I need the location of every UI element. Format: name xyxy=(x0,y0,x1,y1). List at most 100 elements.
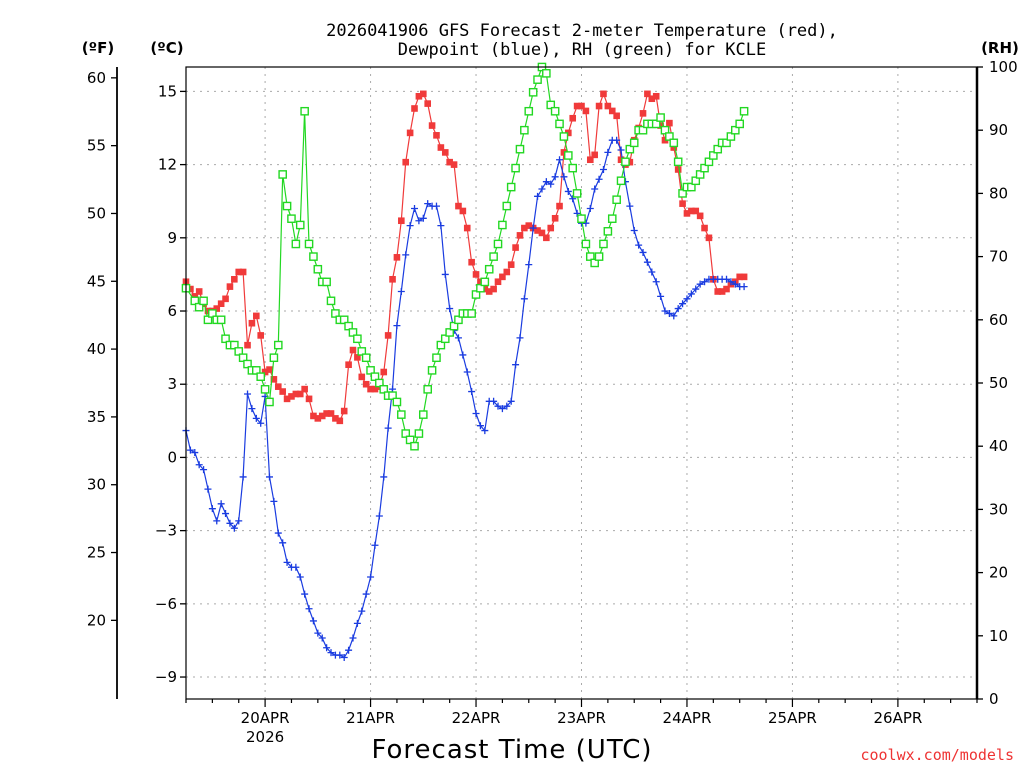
dewpoint-point xyxy=(723,275,731,283)
rh-point xyxy=(511,163,520,173)
temperature-point xyxy=(292,390,300,398)
rh-point xyxy=(528,87,538,97)
temperature-point xyxy=(406,129,414,137)
rh-point xyxy=(502,201,512,211)
temperature-point xyxy=(499,273,506,281)
temperature-point xyxy=(586,156,594,164)
temperature-point xyxy=(345,361,352,368)
temperature-point xyxy=(231,275,238,283)
dewpoint-point xyxy=(230,524,238,532)
c-tick-label: 6 xyxy=(167,302,177,320)
temperature-point xyxy=(323,410,330,417)
rh-point xyxy=(484,264,494,274)
rh-unit-label: (RH) xyxy=(981,39,1019,57)
temperature-point xyxy=(362,380,370,388)
dewpoint-point xyxy=(692,285,700,293)
rh-tick-label: 90 xyxy=(989,121,1008,139)
temperature-point xyxy=(191,293,199,300)
temperature-point xyxy=(274,383,282,390)
dewpoint-point xyxy=(525,261,533,269)
temperature-point xyxy=(547,224,555,232)
rh-point xyxy=(520,125,529,135)
rh-point xyxy=(427,366,437,375)
rh-point xyxy=(704,157,714,167)
temperature-point xyxy=(661,136,669,144)
rh-point xyxy=(375,378,384,388)
temperature-point xyxy=(521,224,528,232)
rh-point xyxy=(203,315,213,325)
rh-tick-label: 70 xyxy=(989,248,1008,266)
temperature-point xyxy=(411,105,418,112)
temperature-point xyxy=(657,122,664,129)
rh-point xyxy=(603,227,613,236)
rh-point xyxy=(353,334,362,344)
rh-point xyxy=(612,195,621,205)
dewpoint-point xyxy=(208,505,216,513)
rh-point xyxy=(616,176,626,186)
series-rh xyxy=(181,62,749,451)
rh-point xyxy=(322,277,331,287)
dewpoint-point xyxy=(696,280,704,288)
rh-point xyxy=(348,328,358,337)
x-tick-label: 20APR xyxy=(241,709,290,727)
rh-point xyxy=(599,239,608,249)
rh-point xyxy=(669,138,679,148)
dewpoint-point xyxy=(437,222,445,230)
dewpoint-point xyxy=(635,241,643,249)
temperature-point xyxy=(380,368,388,376)
temperature-point xyxy=(472,271,480,278)
temperature-point xyxy=(613,112,620,120)
f-tick-label: 40 xyxy=(87,340,106,358)
dewpoint-point xyxy=(446,305,454,313)
rh-point xyxy=(467,309,476,318)
dewpoint-point xyxy=(573,209,581,217)
rh-point xyxy=(252,366,261,375)
dewpoint-point xyxy=(296,573,304,581)
dewpoint-point xyxy=(727,278,735,286)
temperature-point xyxy=(226,283,234,290)
dewpoint-point xyxy=(336,651,344,659)
rh-point xyxy=(651,119,661,129)
rh-point xyxy=(423,385,432,394)
dewpoint-point xyxy=(674,305,682,313)
f-tick-label: 50 xyxy=(87,204,106,222)
rh-point xyxy=(568,163,578,173)
dewpoint-point xyxy=(595,175,603,183)
rh-tick-label: 100 xyxy=(989,58,1018,76)
temperature-point xyxy=(253,312,260,320)
rh-point xyxy=(370,372,380,381)
rh-point xyxy=(542,69,551,78)
rh-point xyxy=(739,106,749,116)
credit-text: coolwx.com/models xyxy=(860,746,1014,764)
temperature-point xyxy=(459,207,467,215)
dewpoint-point xyxy=(731,280,739,288)
c-tick-label: 9 xyxy=(167,229,177,247)
dewpoint-point xyxy=(309,617,317,625)
rh-point xyxy=(476,283,485,293)
dewpoint-point xyxy=(415,217,423,225)
dewpoint-point xyxy=(599,165,607,173)
temperature-point xyxy=(314,415,322,422)
dewpoint-point xyxy=(560,173,568,181)
rh-point xyxy=(621,157,630,167)
temperature-point xyxy=(534,227,541,234)
temperature-point xyxy=(195,288,203,295)
c-tick-label: 3 xyxy=(167,375,177,393)
temperature-point xyxy=(257,332,265,339)
temperature-point xyxy=(516,232,524,239)
dewpoint-point xyxy=(687,290,695,298)
dewpoint-point xyxy=(481,427,489,435)
temperature-point xyxy=(384,332,392,339)
temperature-point xyxy=(296,390,304,398)
temperature-point xyxy=(626,158,634,166)
rh-point xyxy=(256,372,266,381)
dewpoint-point xyxy=(701,278,709,286)
rh-point xyxy=(572,189,582,198)
c-tick-label: 0 xyxy=(167,448,177,466)
rh-point xyxy=(533,75,542,84)
dewpoint-point xyxy=(657,292,665,300)
x-tick-label: 23APR xyxy=(557,709,606,727)
rh-point xyxy=(410,441,419,451)
series-line xyxy=(185,139,745,659)
dewpoint-point xyxy=(670,312,678,320)
